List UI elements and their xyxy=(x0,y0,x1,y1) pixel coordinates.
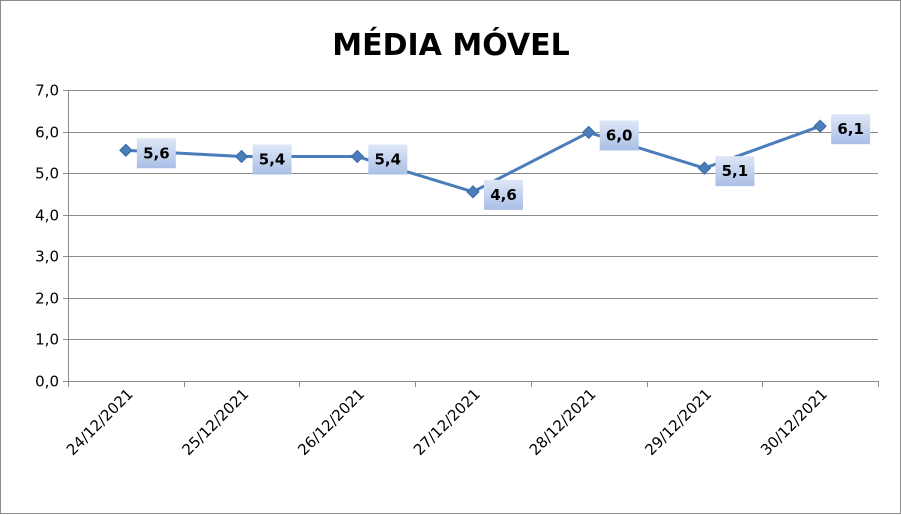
chart-title: MÉDIA MÓVEL xyxy=(332,26,569,63)
data-point-marker xyxy=(350,149,364,164)
data-label: 5,1 xyxy=(715,156,755,187)
x-tick-label: 28/12/2021 xyxy=(526,385,600,459)
y-tick-label: 5,0 xyxy=(35,165,59,183)
x-axis-ticks: 24/12/2021 25/12/2021 26/12/2021 27/12/2021… xyxy=(63,385,831,459)
data-label-box xyxy=(715,156,755,187)
data-labels: 5,6 5,4 5,4 4,6 6,0 5,1 6,1 xyxy=(136,114,871,210)
x-tick-label: 26/12/2021 xyxy=(294,385,368,459)
data-label-box xyxy=(252,144,292,175)
x-tick-label: 24/12/2021 xyxy=(63,385,137,459)
y-tick-label: 7,0 xyxy=(35,82,59,100)
data-label: 5,4 xyxy=(252,144,292,175)
data-label-box xyxy=(599,120,639,151)
data-label-box xyxy=(484,179,523,210)
data-point-marker xyxy=(697,161,712,175)
x-tick-label: 27/12/2021 xyxy=(410,385,484,459)
data-label-text: 6,0 xyxy=(606,126,633,144)
y-tick-label: 3,0 xyxy=(35,248,59,266)
data-point-marker xyxy=(582,125,596,140)
axes xyxy=(63,90,879,387)
data-label-text: 6,1 xyxy=(837,120,864,138)
x-tick-label: 29/12/2021 xyxy=(641,385,715,459)
data-label-text: 5,1 xyxy=(722,162,749,180)
data-label-text: 5,6 xyxy=(143,144,170,162)
x-tick-label: 25/12/2021 xyxy=(179,385,253,459)
data-label: 5,4 xyxy=(368,144,408,175)
data-point-marker xyxy=(119,143,133,157)
data-label: 6,1 xyxy=(831,114,871,145)
data-label-box xyxy=(136,138,176,169)
data-label-text: 4,6 xyxy=(490,186,517,204)
data-label: 5,6 xyxy=(136,138,176,169)
data-label-box xyxy=(831,114,871,145)
data-label: 4,6 xyxy=(484,179,523,210)
data-label-box xyxy=(368,144,408,175)
data-point-marker xyxy=(234,149,249,164)
x-tick-label: 30/12/2021 xyxy=(757,385,831,459)
y-tick-label: 2,0 xyxy=(35,290,59,308)
series-layer xyxy=(119,119,827,199)
data-label-text: 5,4 xyxy=(259,151,286,169)
data-point-marker xyxy=(813,119,827,133)
y-tick-label: 1,0 xyxy=(35,331,59,349)
data-label: 6,0 xyxy=(599,120,639,151)
y-tick-label: 0,0 xyxy=(35,373,59,391)
data-label-text: 5,4 xyxy=(374,151,401,169)
y-axis-ticks: 0,0 1,0 2,0 3,0 4,0 5,0 6,0 7,0 xyxy=(35,82,59,391)
y-tick-label: 4,0 xyxy=(35,207,59,225)
grid-lines xyxy=(68,90,878,340)
y-tick-label: 6,0 xyxy=(35,124,59,142)
data-point-marker xyxy=(466,185,480,199)
